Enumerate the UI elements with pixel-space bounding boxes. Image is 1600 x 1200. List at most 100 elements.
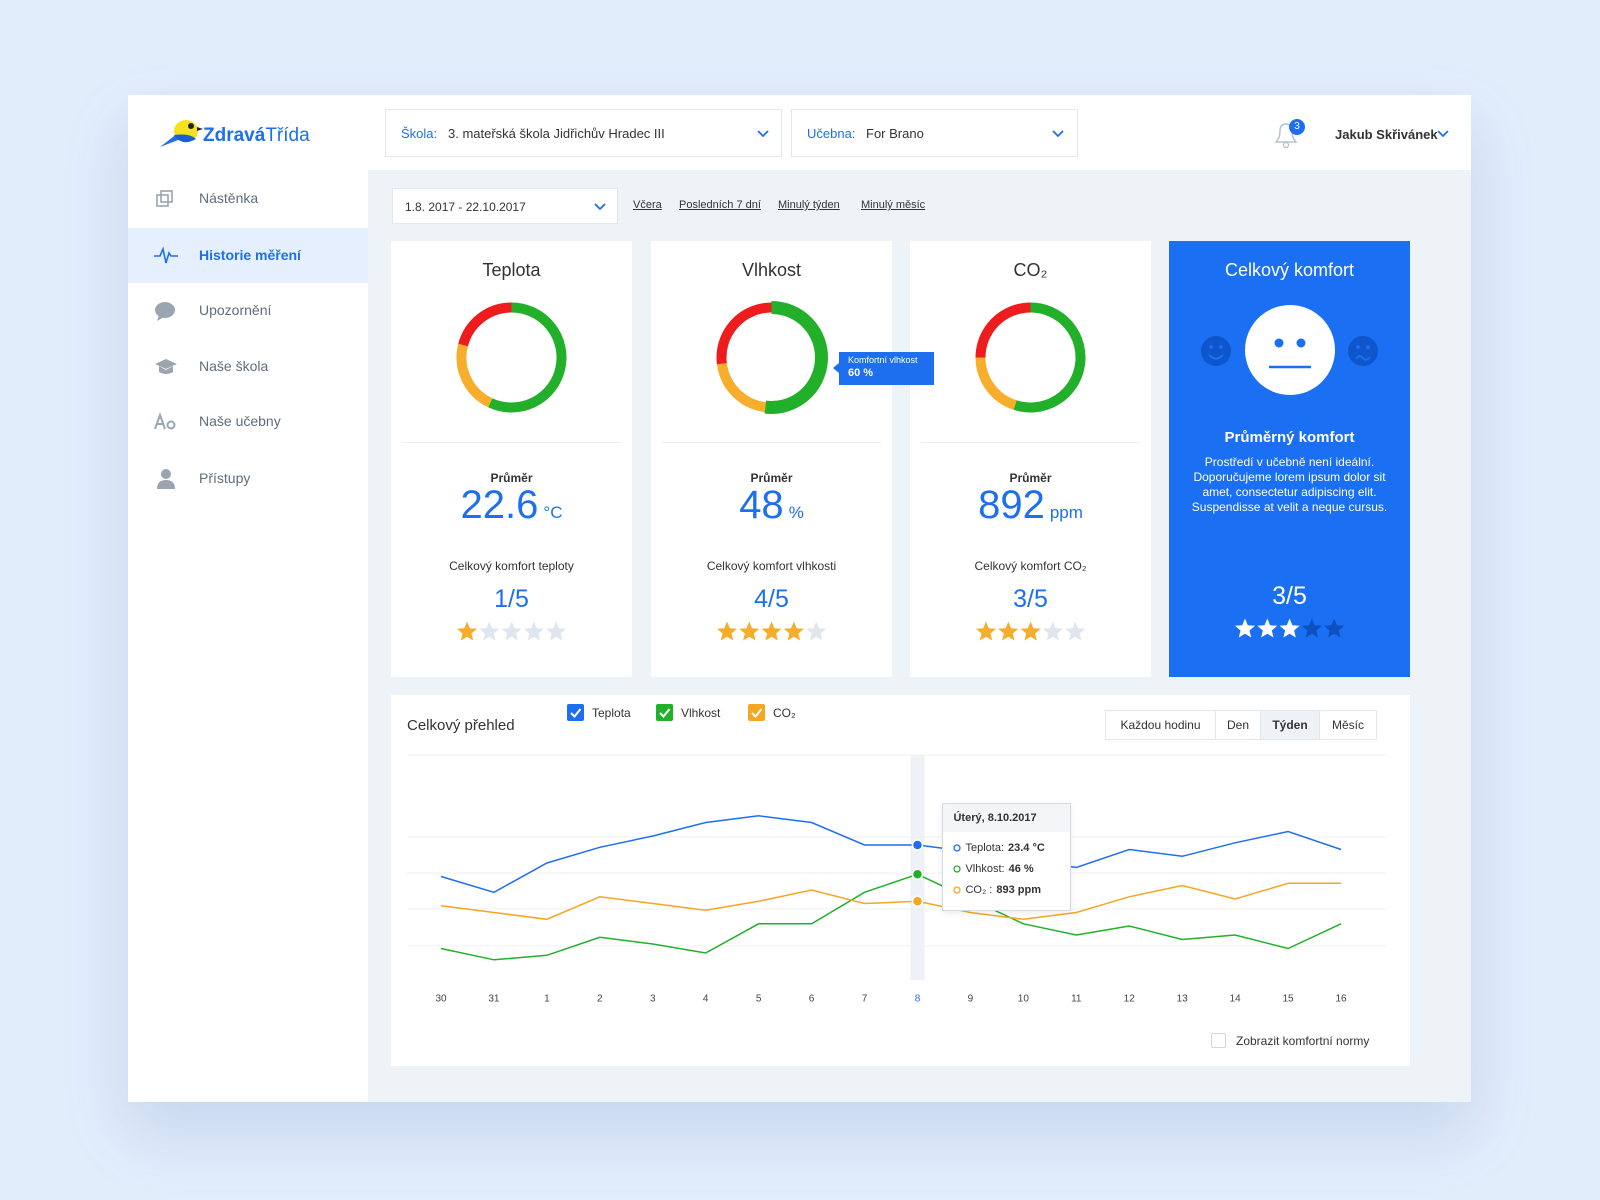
check <box>751 708 763 718</box>
chevron-line <box>594 203 606 211</box>
x-tick-label: 13 <box>1177 994 1189 1005</box>
period-button[interactable]: Měsíc <box>1319 710 1377 740</box>
x-tick-label: 3 <box>650 994 656 1005</box>
user-name[interactable]: Jakub Skřivánek <box>1335 127 1438 142</box>
school-select[interactable]: Škola: 3. mateřská škola Jidřichův Hrade… <box>385 109 782 157</box>
tooltip-arrow <box>833 363 839 373</box>
donut-segment <box>488 302 567 413</box>
norms-checkbox[interactable] <box>1211 1033 1226 1048</box>
period-button[interactable]: Týden <box>1260 710 1320 740</box>
metric-card: Vlhkost Průměr 48% Celkový komfort vlhkosti… <box>651 241 934 677</box>
logo-part2: Třída <box>265 125 310 146</box>
face-eye <box>1366 345 1370 349</box>
room-label: Učebna: <box>807 126 856 141</box>
x-tick-label: 14 <box>1230 994 1242 1005</box>
comfort-score: 1/5 <box>494 585 529 613</box>
average-value: 48 <box>739 483 784 527</box>
x-tick-label: 15 <box>1282 994 1294 1005</box>
date-link[interactable]: Včera <box>633 199 662 211</box>
face-mouth <box>1208 354 1224 360</box>
comfort-text: Prostředí v učebně není ideální. Doporuč… <box>1191 455 1388 514</box>
logo-beak <box>197 127 203 131</box>
nav-item[interactable]: Naše škola <box>128 339 368 394</box>
nav-icon <box>154 246 178 264</box>
check-mark <box>659 708 671 718</box>
bell-clapper <box>1282 141 1290 149</box>
donut-segment <box>975 302 1031 358</box>
star <box>479 621 500 641</box>
star <box>1020 621 1041 641</box>
legend-checkbox[interactable] <box>656 704 673 721</box>
tooltip-label: Vlhkost: <box>965 863 1005 875</box>
tooltip-dot <box>953 865 962 873</box>
icon-part <box>155 302 175 318</box>
tooltip-value: 46 % <box>1008 863 1034 875</box>
icon-part <box>157 315 164 321</box>
comfort-score: 3/5 <box>1013 585 1048 613</box>
nav-item[interactable]: Přístupy <box>128 451 368 506</box>
date-link[interactable]: Posledních 7 dní <box>679 199 761 211</box>
nav-item[interactable]: Historie měření <box>128 228 368 283</box>
average-row: 892 ppm <box>910 483 1151 528</box>
star <box>717 621 737 641</box>
average-label: Průměr <box>490 471 533 485</box>
donut-segment <box>764 301 828 414</box>
star <box>1065 621 1086 641</box>
star <box>739 621 760 641</box>
legend-checkbox[interactable] <box>567 704 584 721</box>
donut-segment <box>456 343 493 408</box>
line-chart: 30 31 1 2 3 4 5 6 7 8 9 10 11 12 13 14 15 16 <box>407 754 1387 1005</box>
highlight-point <box>911 895 924 907</box>
tooltip-value: 60 % <box>848 367 874 379</box>
nav-label: Upozornění <box>199 302 272 318</box>
nav-item[interactable]: Upozornění <box>128 283 368 338</box>
chart-title: Celkový přehled <box>407 717 515 734</box>
stars <box>976 621 1086 641</box>
norms-label: Zobrazit komfortní normy <box>1236 1034 1370 1048</box>
star <box>1235 618 1255 638</box>
room-value: For Brano <box>866 126 924 141</box>
average-value: 22.6 <box>460 483 539 527</box>
date-select[interactable]: 1.8. 2017 - 22.10.2017 <box>392 188 618 224</box>
room-select[interactable]: Učebna: For Brano <box>791 109 1078 157</box>
x-tick-label: 1 <box>544 994 550 1005</box>
user-chevron[interactable] <box>1436 129 1450 139</box>
stars <box>717 621 827 641</box>
icon-part <box>166 420 176 430</box>
school-label: Škola: <box>401 126 438 141</box>
x-tick-label: 16 <box>1335 994 1347 1005</box>
donut <box>716 301 828 414</box>
legend-checkbox[interactable] <box>748 704 765 721</box>
comfort-faces <box>1201 305 1378 395</box>
tooltip-row: Teplota: 23.4 °C <box>953 842 1045 854</box>
donut-segment <box>716 302 772 365</box>
nav-icon <box>156 190 173 207</box>
face-mouth <box>1355 355 1371 361</box>
period-button[interactable]: Den <box>1215 710 1261 740</box>
star <box>761 621 782 641</box>
date-link[interactable]: Minulý týden <box>778 199 840 211</box>
tooltip-row: CO₂ :893 ppm <box>953 884 1041 896</box>
metric-card: CO₂ Průměr 892 ppm Celkový komfort CO₂ 3/5 <box>910 241 1151 677</box>
legend-label: Vlhkost <box>681 706 721 720</box>
tooltip-title: Komfortní vlhkost <box>848 355 918 365</box>
nav-item[interactable]: Naše učebny <box>128 394 368 449</box>
face-eye <box>1274 338 1284 348</box>
period-button[interactable]: Každou hodinu <box>1105 710 1216 740</box>
average-label: Průměr <box>750 471 793 485</box>
date-range: 1.8. 2017 - 22.10.2017 <box>405 200 526 214</box>
card-title: Teplota <box>482 260 541 280</box>
icon-part <box>156 194 169 207</box>
notification-bell[interactable] <box>1270 118 1306 150</box>
tooltip-value: 23.4 °C <box>1008 842 1045 854</box>
comfort-card: Celkový komfort Průměrný komfort Prostře… <box>1169 241 1410 677</box>
stars <box>1235 618 1345 638</box>
x-tick-label: 7 <box>862 994 868 1005</box>
dot <box>953 886 962 894</box>
nav-item[interactable]: Nástěnka <box>128 171 368 226</box>
overview-panel: Celkový přehled 30 31 1 2 3 4 5 6 7 8 9 10 11 12 13 14 1… <box>391 695 1410 1066</box>
arrow <box>833 363 839 373</box>
date-link[interactable]: Minulý měsíc <box>861 199 926 211</box>
chevron-line <box>1052 130 1064 138</box>
